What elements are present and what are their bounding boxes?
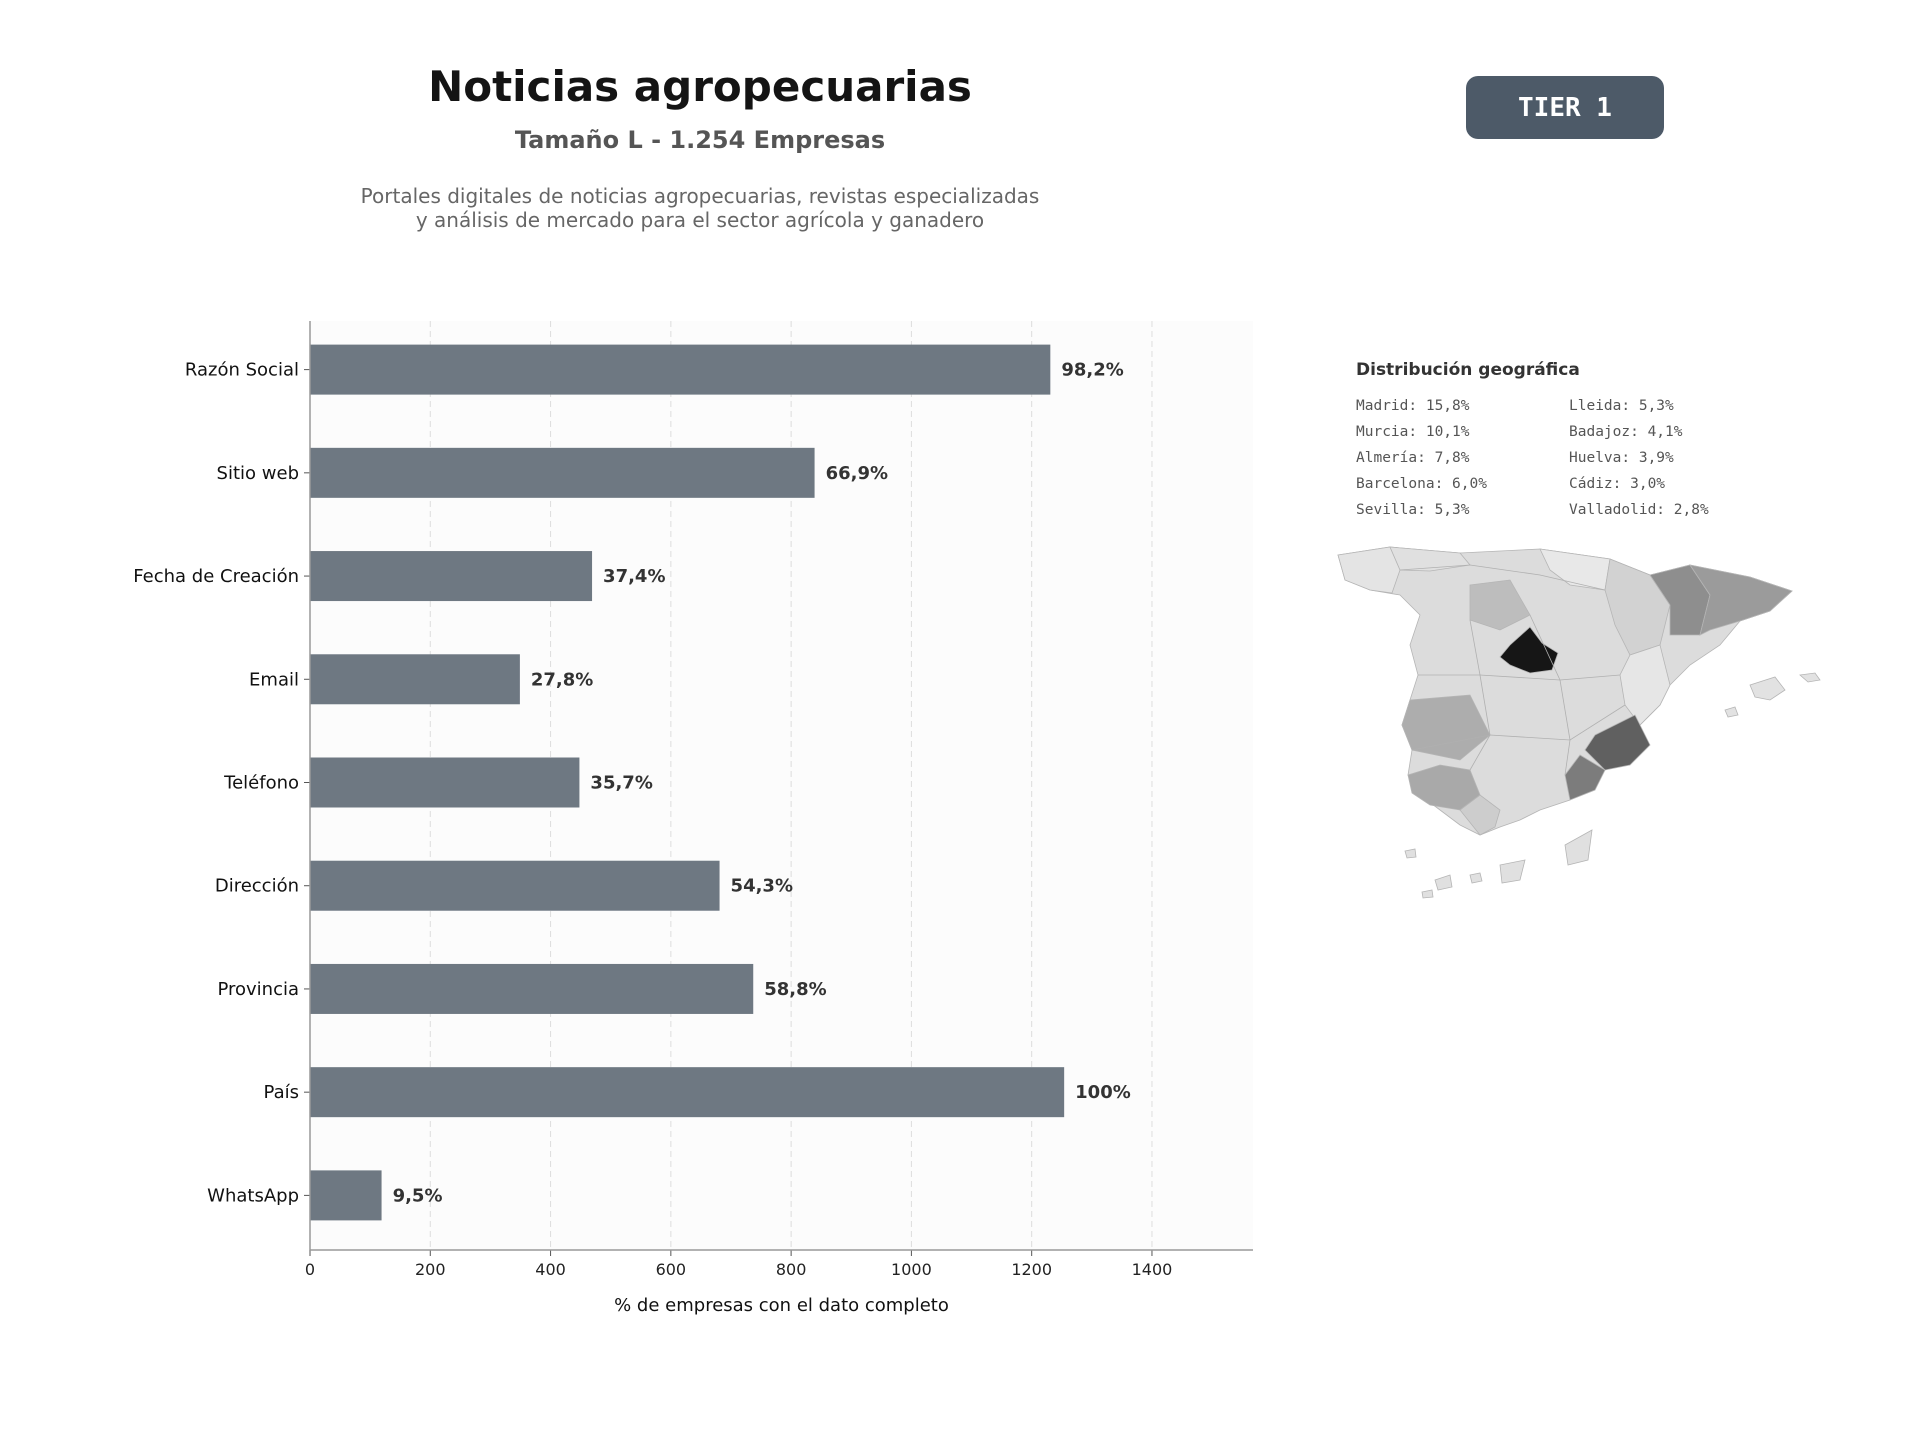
map-region [1404,848,1417,859]
data-label: 98,2% [1061,360,1123,381]
geo-item: Murcia: 10,1% [1356,424,1470,440]
map-region [1469,872,1483,884]
bar [310,654,520,705]
map-region [1421,889,1434,899]
map-region [1539,548,1611,591]
description-line: Portales digitales de noticias agropecua… [360,184,1040,208]
bar [310,963,754,1014]
geo-item: Valladolid: 2,8% [1569,502,1709,518]
map-region [1724,706,1739,718]
data-label: 37,4% [603,566,665,587]
x-tick-label: 600 [656,1260,687,1279]
bar [310,447,815,498]
bar [310,757,580,808]
tier-badge: TIER 1 [1466,76,1664,139]
map-region [1749,676,1786,701]
data-label: 35,7% [590,773,652,794]
geo-item: Cádiz: 3,0% [1569,476,1666,492]
x-tick-label: 200 [415,1260,446,1279]
category-label: Email [249,669,299,690]
x-tick-label: 0 [305,1260,315,1279]
bar [310,860,720,911]
bar [310,1067,1065,1118]
geo-item: Huelva: 3,9% [1569,450,1674,466]
category-label: Fecha de Creación [133,566,299,587]
geo-item: Badajoz: 4,1% [1569,424,1683,440]
x-tick-label: 1200 [1011,1260,1052,1279]
geo-item: Lleida: 5,3% [1569,398,1674,414]
geo-item: Sevilla: 5,3% [1356,502,1470,518]
x-tick-label: 1000 [891,1260,932,1279]
map-region [1389,546,1471,572]
geo-list: Madrid: 15,8% Lleida: 5,3% Murcia: 10,1%… [1356,397,1736,520]
category-label: Teléfono [223,773,299,794]
map-border [1529,614,1571,776]
map-region [1459,794,1501,836]
page-description: Portales digitales de noticias agropecua… [300,184,1100,232]
data-label: 54,3% [731,876,793,897]
spain-map [1337,546,1821,899]
data-label: 66,9% [826,463,888,484]
map-region [1499,626,1559,674]
x-axis-title: % de empresas con el dato completo [614,1295,949,1316]
map-border [1411,704,1626,751]
map-region [1469,579,1531,631]
map-region [1584,714,1651,771]
map-region [1799,672,1821,683]
map-region [1434,874,1453,891]
bar [310,344,1051,395]
category-label: País [264,1082,299,1103]
map-region [1689,564,1793,636]
map-region [1619,644,1671,726]
category-label: Razón Social [185,360,299,381]
category-label: Sitio web [217,463,299,484]
geo-item: Barcelona: 6,0% [1356,476,1487,492]
category-label: Provincia [217,979,299,1000]
data-label: 58,8% [764,979,826,1000]
geo-item: Madrid: 15,8% [1356,398,1470,414]
geo-item: Almería: 7,8% [1356,450,1470,466]
map-region [1401,694,1491,761]
x-tick-label: 400 [535,1260,566,1279]
map-region [1564,754,1606,801]
data-label: 100% [1075,1082,1131,1103]
map-region [1337,546,1401,594]
geo-title: Distribución geográfica [1356,360,1580,380]
x-tick-label: 800 [776,1260,807,1279]
page-subtitle: Tamaño L - 1.254 Empresas [514,126,886,154]
map-region [1499,859,1526,884]
data-label: 27,8% [531,669,593,690]
map-border [1469,619,1491,771]
x-tick-label: 1400 [1132,1260,1173,1279]
data-label: 9,5% [393,1185,443,1206]
bar [310,1170,382,1221]
category-label: WhatsApp [207,1185,299,1206]
bar-chart: 0 200 400 600 800 1000 1200 1400 98,2% Razón Soci… [133,321,1253,1316]
description-line: y análisis de mercado para el sector agr… [415,208,985,232]
map-border [1399,564,1606,591]
category-label: Dirección [215,876,299,897]
page-title: Noticias agropecuarias [428,62,972,111]
map-border [1418,674,1621,681]
map-region [1564,829,1593,866]
bar [310,551,593,602]
